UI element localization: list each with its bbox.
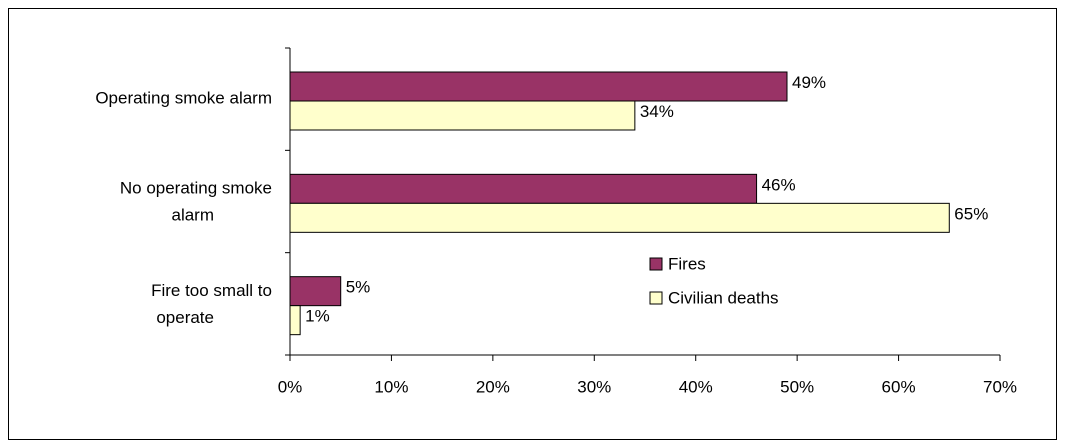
x-tick-label: 70%	[983, 377, 1017, 396]
value-label: 65%	[954, 204, 988, 223]
value-label: 34%	[640, 102, 674, 121]
y-tick-label: Fire too small to operate	[151, 281, 272, 327]
y-tick-label: No operating smoke alarm	[120, 179, 272, 225]
value-label: 1%	[305, 307, 330, 326]
value-label: 46%	[762, 175, 796, 194]
legend-swatch	[649, 291, 663, 305]
x-tick-label: 10%	[374, 377, 408, 396]
x-tick-label: 50%	[780, 377, 814, 396]
bar	[289, 305, 301, 336]
bar	[289, 173, 758, 204]
bar	[289, 276, 342, 307]
value-label: 5%	[346, 278, 371, 297]
y-tick-label: Operating smoke alarm	[95, 89, 272, 108]
x-tick-label: 60%	[882, 377, 916, 396]
legend-swatch	[649, 257, 663, 271]
legend-label: Civilian deaths	[668, 288, 779, 307]
bar	[289, 202, 950, 233]
value-label: 49%	[792, 73, 826, 92]
legend-label: Fires	[668, 254, 706, 273]
bar	[289, 71, 788, 102]
bar	[289, 100, 636, 131]
x-tick-label: 0%	[278, 377, 303, 396]
x-tick-label: 30%	[577, 377, 611, 396]
x-tick-label: 20%	[476, 377, 510, 396]
x-tick-label: 40%	[679, 377, 713, 396]
